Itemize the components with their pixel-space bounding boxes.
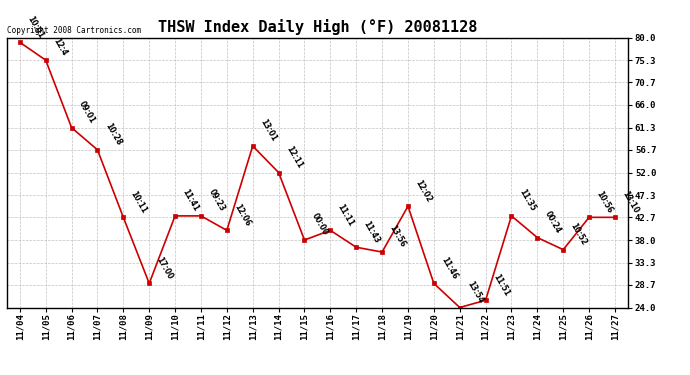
Text: 10:28: 10:28: [103, 122, 123, 147]
Text: 10:11: 10:11: [129, 189, 149, 214]
Text: 13:10: 13:10: [620, 189, 640, 214]
Text: 17:00: 17:00: [155, 255, 175, 280]
Text: 10:52: 10:52: [569, 222, 589, 247]
Text: 12:06: 12:06: [233, 202, 253, 228]
Text: 10:56: 10:56: [595, 189, 614, 214]
Text: 00:24: 00:24: [543, 209, 563, 235]
Text: 13:56: 13:56: [388, 224, 407, 249]
Text: 11:46: 11:46: [440, 255, 460, 280]
Text: 13:01: 13:01: [258, 118, 278, 143]
Text: 09:01: 09:01: [77, 99, 97, 125]
Text: Copyright 2008 Cartronics.com: Copyright 2008 Cartronics.com: [7, 26, 141, 35]
Text: 11:51: 11:51: [491, 272, 511, 297]
Text: 11:35: 11:35: [517, 188, 537, 213]
Text: 10:01: 10:01: [26, 14, 46, 39]
Text: 12:02: 12:02: [413, 178, 433, 204]
Text: 12:11: 12:11: [284, 144, 304, 170]
Text: 11:41: 11:41: [181, 188, 201, 213]
Text: 00:00: 00:00: [310, 212, 330, 237]
Text: 11:11: 11:11: [336, 202, 356, 228]
Text: 13:54: 13:54: [465, 279, 485, 305]
Text: 11:43: 11:43: [362, 219, 382, 245]
Title: THSW Index Daily High (°F) 20081128: THSW Index Daily High (°F) 20081128: [158, 19, 477, 35]
Text: 12:4: 12:4: [51, 36, 68, 57]
Text: 09:23: 09:23: [206, 188, 226, 213]
